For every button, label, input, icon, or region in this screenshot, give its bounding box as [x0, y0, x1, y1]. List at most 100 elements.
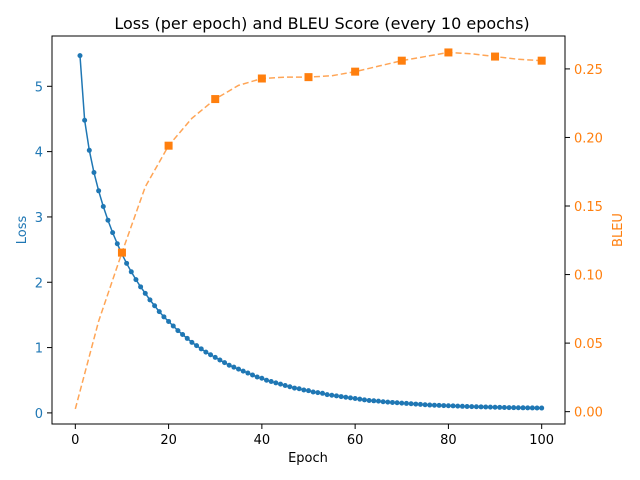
loss-point	[501, 405, 507, 411]
loss-point	[212, 354, 218, 360]
loss-point	[324, 392, 330, 398]
loss-point	[77, 53, 83, 59]
bleu-point	[444, 48, 453, 57]
left-tick-label: 2	[35, 276, 43, 291]
loss-point	[511, 405, 517, 411]
loss-point	[347, 395, 353, 401]
left-tick-label: 3	[35, 211, 43, 226]
loss-point	[445, 403, 451, 409]
loss-point	[525, 405, 531, 411]
left-tick-label: 0	[35, 407, 43, 422]
right-tick-label: 0.05	[574, 337, 603, 352]
loss-point	[82, 117, 88, 123]
loss-point	[142, 290, 148, 296]
loss-point	[138, 284, 144, 290]
loss-point	[282, 382, 288, 388]
loss-point	[217, 357, 223, 363]
loss-point	[180, 332, 186, 338]
x-tick-label: 60	[347, 433, 364, 448]
loss-point	[86, 147, 92, 153]
bleu-series	[117, 48, 546, 257]
loss-point	[105, 217, 111, 223]
loss-point	[231, 364, 237, 370]
loss-point	[329, 392, 335, 398]
loss-point	[259, 375, 265, 381]
bleu-point	[211, 95, 220, 104]
left-axis-ticks: 0 1 2 3 4 5	[35, 80, 52, 422]
loss-point	[114, 241, 120, 247]
loss-point	[166, 318, 172, 324]
right-axis-title: BLEU	[611, 213, 626, 247]
x-tick-label: 100	[529, 433, 554, 448]
loss-point	[226, 362, 232, 368]
bleu-point	[351, 67, 360, 76]
x-tick-label: 0	[71, 433, 79, 448]
loss-point	[287, 384, 293, 390]
loss-point	[352, 396, 358, 402]
x-tick-label: 40	[254, 433, 271, 448]
loss-point	[133, 277, 139, 283]
loss-point	[301, 387, 307, 393]
loss-point	[487, 404, 493, 410]
loss-point	[515, 405, 521, 411]
loss-point	[413, 401, 419, 407]
loss-point	[189, 339, 195, 345]
right-tick-label: 0.00	[574, 406, 603, 421]
bleu-point	[164, 141, 173, 150]
loss-point	[539, 405, 545, 411]
chart-title: Loss (per epoch) and BLEU Score (every 1…	[114, 14, 529, 33]
loss-point	[152, 303, 158, 309]
loss-point	[417, 401, 423, 407]
loss-point	[403, 400, 409, 406]
plot-frame	[51, 35, 566, 425]
loss-point	[361, 397, 367, 403]
left-axis-title: Loss	[15, 216, 30, 245]
loss-point	[338, 394, 344, 400]
loss-point	[520, 405, 526, 411]
loss-point	[236, 366, 242, 372]
bleu-point	[257, 74, 266, 83]
loss-series	[77, 53, 545, 411]
loss-point	[455, 403, 461, 409]
loss-point	[250, 372, 256, 378]
loss-point	[245, 370, 251, 376]
loss-point	[170, 323, 176, 329]
loss-point	[534, 405, 540, 411]
loss-point	[161, 314, 167, 320]
loss-point	[96, 188, 102, 194]
loss-point	[184, 335, 190, 341]
loss-point	[478, 404, 484, 410]
loss-point	[408, 401, 414, 407]
right-tick-label: 0.15	[574, 200, 603, 215]
loss-point	[156, 309, 162, 315]
bleu-point	[117, 248, 126, 257]
loss-point	[264, 377, 270, 383]
loss-point	[529, 405, 535, 411]
right-axis-ticks: 0.00 0.05 0.10 0.15 0.20 0.25	[565, 63, 603, 421]
loss-point	[292, 385, 298, 391]
loss-point	[389, 399, 395, 405]
loss-point	[431, 402, 437, 408]
bleu-point	[397, 56, 406, 65]
loss-point	[459, 403, 465, 409]
x-axis-ticks: 0 20 40 60 80 100	[71, 424, 554, 448]
loss-point	[208, 352, 214, 358]
loss-point	[473, 404, 479, 410]
loss-point	[427, 402, 433, 408]
loss-line	[79, 55, 542, 409]
right-tick-label: 0.25	[574, 63, 603, 78]
loss-point	[375, 398, 381, 404]
loss-point	[128, 269, 134, 275]
loss-point	[422, 402, 428, 408]
x-axis-title: Epoch	[288, 451, 328, 466]
bleu-point	[537, 56, 546, 65]
loss-point	[497, 404, 503, 410]
loss-point	[441, 403, 447, 409]
loss-point	[100, 203, 106, 209]
loss-point	[469, 404, 475, 410]
loss-point	[124, 260, 130, 266]
loss-point	[394, 400, 400, 406]
loss-point	[296, 386, 302, 392]
loss-point	[240, 368, 246, 374]
